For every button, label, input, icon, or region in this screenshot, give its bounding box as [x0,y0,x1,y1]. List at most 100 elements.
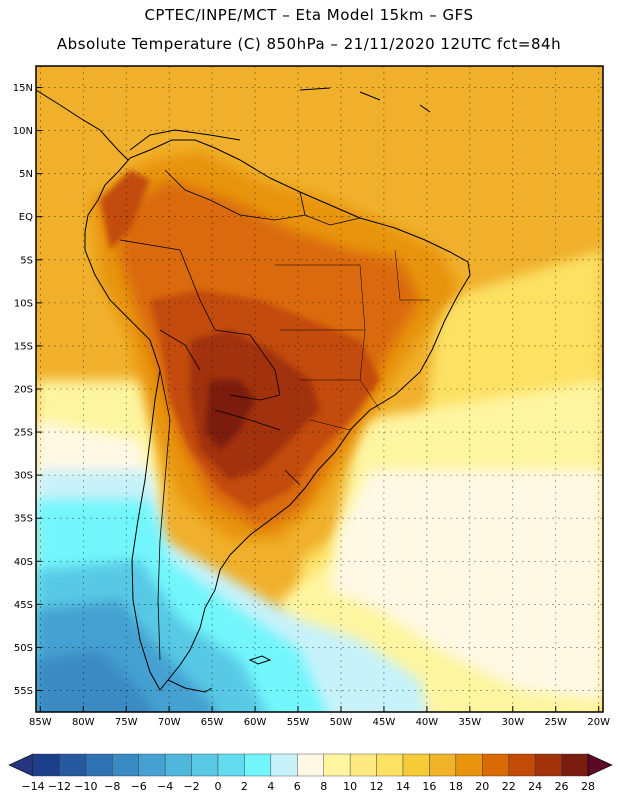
colorbar-swatch [59,753,87,777]
atlantic-cream-band [330,470,603,700]
border-peru-bolivia [159,329,201,371]
colorbar-swatch [112,753,139,777]
colorbar-label: 20 [475,780,489,793]
lon-label: 55W [287,717,310,728]
colorbar-label: 18 [449,780,463,793]
colorbar-label: 22 [502,780,516,793]
colorbar-swatch [32,753,60,777]
colorbar-label: 8 [320,780,327,793]
colorbar-swatch [561,753,589,777]
colorbar-label: 10 [343,780,357,793]
falklands [248,655,272,665]
caribbean-coast [129,129,241,151]
tierra-del-fuego [167,679,213,693]
andes-hot-strip [100,170,150,250]
colorbar-swatch [297,753,324,777]
map-subtitle: Absolute Temperature (C) 850hPa – 21/11/… [56,35,562,53]
border-argentina-chile [157,369,171,661]
colorbar-swatch [455,753,483,777]
colorbar-swatch [508,753,536,777]
pacific-deep-blue-band [36,650,155,712]
colorbar-label: 28 [581,780,595,793]
state-borders [275,249,430,431]
border-peru-brazil [179,249,216,331]
border-guianas [299,191,361,226]
lat-label: 10N [13,126,33,137]
colorbar-label: 16 [422,780,436,793]
colorbar-upper-arrow [587,753,613,777]
lon-label: 60W [244,717,267,728]
map-title: CPTEC/INPE/MCT – Eta Model 15km – GFS [144,6,474,24]
lat-label: 35S [14,514,33,525]
lon-label: 50W [330,717,353,728]
colorbar-label: 6 [294,780,301,793]
central-america-coastline [36,89,129,161]
colorbar-swatch [191,753,219,777]
lon-label: 35W [459,717,482,728]
lat-label: 20S [14,385,33,396]
colorbar-swatch [402,753,430,777]
colorbar-label: −4 [157,780,173,793]
lat-label: 10S [14,298,33,309]
colorbar-swatch [85,753,113,777]
colorbar-swatch [534,753,562,777]
lat-label: 5S [20,255,33,266]
border-argentina-paraguay [214,409,281,431]
colorbar-lower-arrow [8,753,34,777]
colorbar-label: −12 [48,780,71,793]
border-colombia-peru [119,239,181,251]
colorbar-swatch [270,753,298,777]
colorbar-label: 26 [555,780,569,793]
colorbar-label: −2 [183,780,199,793]
lon-label: 20W [587,717,610,728]
colorbar-label: −8 [104,780,120,793]
graticule [36,66,603,712]
colorbar-label: 2 [241,780,248,793]
lon-label: 80W [72,717,95,728]
border-brazil-bolivia [214,329,281,396]
colorbar-swatch [349,753,377,777]
colorbar-label: 4 [267,780,274,793]
colorbar-label: 24 [528,780,542,793]
lon-label: 65W [201,717,224,728]
coastline [36,87,471,693]
lat-label: EQ [19,212,33,223]
colorbar-label: −10 [74,780,97,793]
colorbar-swatch [164,753,192,777]
continent-max-region [205,380,255,450]
state-line-5 [394,249,430,301]
colorbar-label: −14 [21,780,44,793]
lat-label: 55S [14,686,33,697]
lon-label: 30W [501,717,524,728]
lon-label: 75W [115,717,138,728]
colorbar-label: 0 [215,780,222,793]
colorbar-swatch [376,753,404,777]
lat-label: 50S [14,643,33,654]
colorbar-label: 14 [396,780,410,793]
colorbar-swatch [482,753,509,777]
lon-label: 25W [544,717,567,728]
longitude-labels: 85W 80W 75W 70W 65W 60W 55W 50W 45W 40W 35W 30W 25W 2… [29,706,610,728]
border-brazil-uruguay [284,469,301,486]
lat-label: 30S [14,471,33,482]
colorbar: −14 −12 −10 −8 −6 −4 −2 0 2 4 6 8 10 12 14 16 18 20 22 24 26… [8,753,613,793]
lon-label: 85W [29,717,52,728]
lon-label: 40W [416,717,439,728]
lat-label: 15S [14,341,33,352]
border-colombia-venezuela [164,169,241,216]
border-bolivia-paraguay [229,394,281,401]
state-line-6 [309,419,351,431]
lat-label: 15N [13,83,33,94]
lat-label: 5N [19,169,33,180]
colorbar-swatch [429,753,457,777]
border-brazil-north [239,214,306,221]
colorbar-swatch [323,753,351,777]
colorbar-label: 12 [370,780,384,793]
lon-label: 70W [158,717,181,728]
colorbar-swatch [217,753,245,777]
lat-label: 40S [14,557,33,568]
temperature-field [36,66,603,712]
country-borders [119,169,361,661]
lat-label: 45S [14,600,33,611]
